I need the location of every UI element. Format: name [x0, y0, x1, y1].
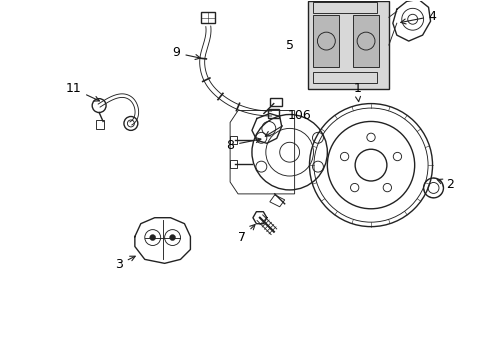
- Bar: [352, 15, 378, 67]
- Text: 9: 9: [172, 46, 200, 59]
- Bar: [267, 109, 278, 118]
- Text: 106: 106: [265, 109, 311, 136]
- Bar: [313, 72, 376, 83]
- Bar: [201, 12, 215, 23]
- Circle shape: [169, 235, 175, 240]
- Text: 5: 5: [285, 39, 293, 51]
- Bar: [230, 160, 237, 168]
- Text: 1: 1: [352, 82, 360, 102]
- Bar: [307, 1, 388, 89]
- Bar: [230, 136, 237, 144]
- Circle shape: [149, 235, 155, 240]
- Text: 7: 7: [238, 225, 255, 244]
- Bar: [269, 98, 281, 105]
- Bar: [313, 15, 339, 67]
- Text: 3: 3: [115, 256, 135, 271]
- Text: 2: 2: [436, 179, 453, 192]
- Text: 4: 4: [400, 10, 436, 24]
- Text: 11: 11: [65, 82, 99, 101]
- Text: 8: 8: [225, 138, 261, 152]
- Bar: [96, 121, 103, 129]
- Bar: [313, 3, 376, 13]
